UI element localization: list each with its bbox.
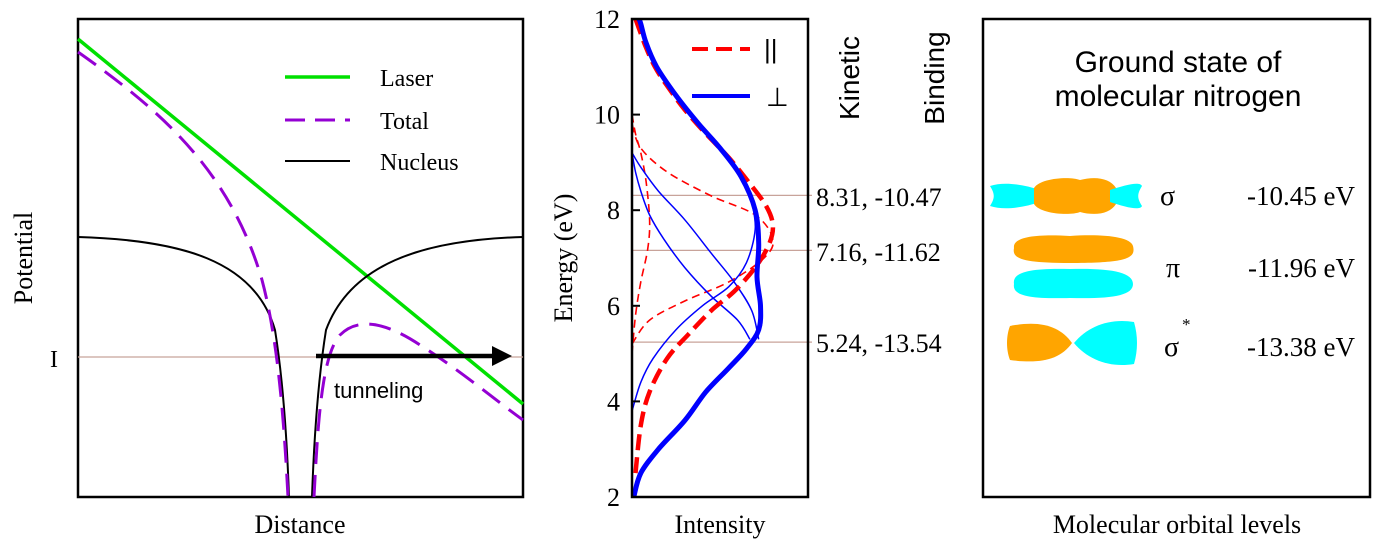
sigma-energy: -10.45 eV <box>1247 181 1355 211</box>
total-curve <box>77 50 524 498</box>
series-line <box>631 152 760 340</box>
laser-line <box>76 37 525 406</box>
pi-symbol: π <box>1166 253 1180 284</box>
potential-xlabel: Distance <box>255 510 346 539</box>
sigma-orbital-shape <box>990 178 1142 214</box>
y-tick-label: 10 <box>594 101 620 130</box>
tunneling-arrowhead <box>492 346 512 366</box>
potential-panel: tunneling Laser Total Nucleus I Distance… <box>9 17 525 539</box>
energy-pair-1: 8.31, -10.47 <box>816 183 942 212</box>
spectrum-curves <box>631 18 776 498</box>
orbital-title-line2: molecular nitrogen <box>1055 80 1302 113</box>
sigma-star-superscript: * <box>1182 315 1191 334</box>
y-tick-label: 2 <box>607 483 620 512</box>
energy-labels: Kinetic Binding 8.31, -10.47 7.16, -11.6… <box>816 31 950 358</box>
y-tick-label: 6 <box>607 292 620 321</box>
pi-energy: -11.96 eV <box>1248 253 1355 283</box>
nucleus-curve <box>77 236 524 498</box>
pi-orbital-shape <box>1013 235 1134 299</box>
y-ticks: 2 4 6 8 10 12 <box>594 5 640 512</box>
spectrum-panel: 2 4 6 8 10 12 Energy (eV) Intensity || ⊥ <box>549 5 812 539</box>
orbital-panel: Ground state of molecular nitrogen σ -10… <box>981 17 1372 539</box>
spectrum-frame <box>630 17 810 499</box>
tunneling-label: tunneling <box>334 378 423 403</box>
series-line <box>631 152 751 340</box>
orbital-title-line1: Ground state of <box>1075 46 1282 79</box>
energy-pair-3: 5.24, -13.54 <box>816 329 942 358</box>
series-line <box>631 18 764 498</box>
y-tick-label: 12 <box>594 5 620 34</box>
series-line <box>631 200 757 412</box>
energy-ylabel: Energy (eV) <box>549 194 578 323</box>
legend-total-label: Total <box>380 109 429 135</box>
legend-parallel-label: || <box>764 34 778 64</box>
kinetic-label: Kinetic <box>834 36 865 120</box>
legend-nucleus-label: Nucleus <box>380 150 459 176</box>
legend-perp-label: ⊥ <box>766 82 789 112</box>
intensity-xlabel: Intensity <box>675 510 766 539</box>
legend-laser-label: Laser <box>380 66 433 92</box>
ionization-label: I <box>50 347 58 373</box>
sigma-symbol: σ <box>1160 181 1175 212</box>
potential-ylabel: Potential <box>9 212 38 304</box>
energy-pair-2: 7.16, -11.62 <box>816 238 941 267</box>
orbital-frame <box>981 17 1372 499</box>
orbital-xlabel: Molecular orbital levels <box>1053 510 1301 539</box>
reference-lines <box>632 194 812 343</box>
series-line <box>631 114 651 354</box>
sigma-star-energy: -13.38 eV <box>1247 332 1355 362</box>
y-tick-label: 8 <box>607 196 620 225</box>
sigma-star-orbital-shape <box>1007 320 1137 366</box>
binding-label: Binding <box>919 31 950 124</box>
sigma-star-symbol: σ <box>1164 332 1179 363</box>
potential-frame <box>76 17 525 499</box>
y-tick-label: 4 <box>607 387 620 416</box>
